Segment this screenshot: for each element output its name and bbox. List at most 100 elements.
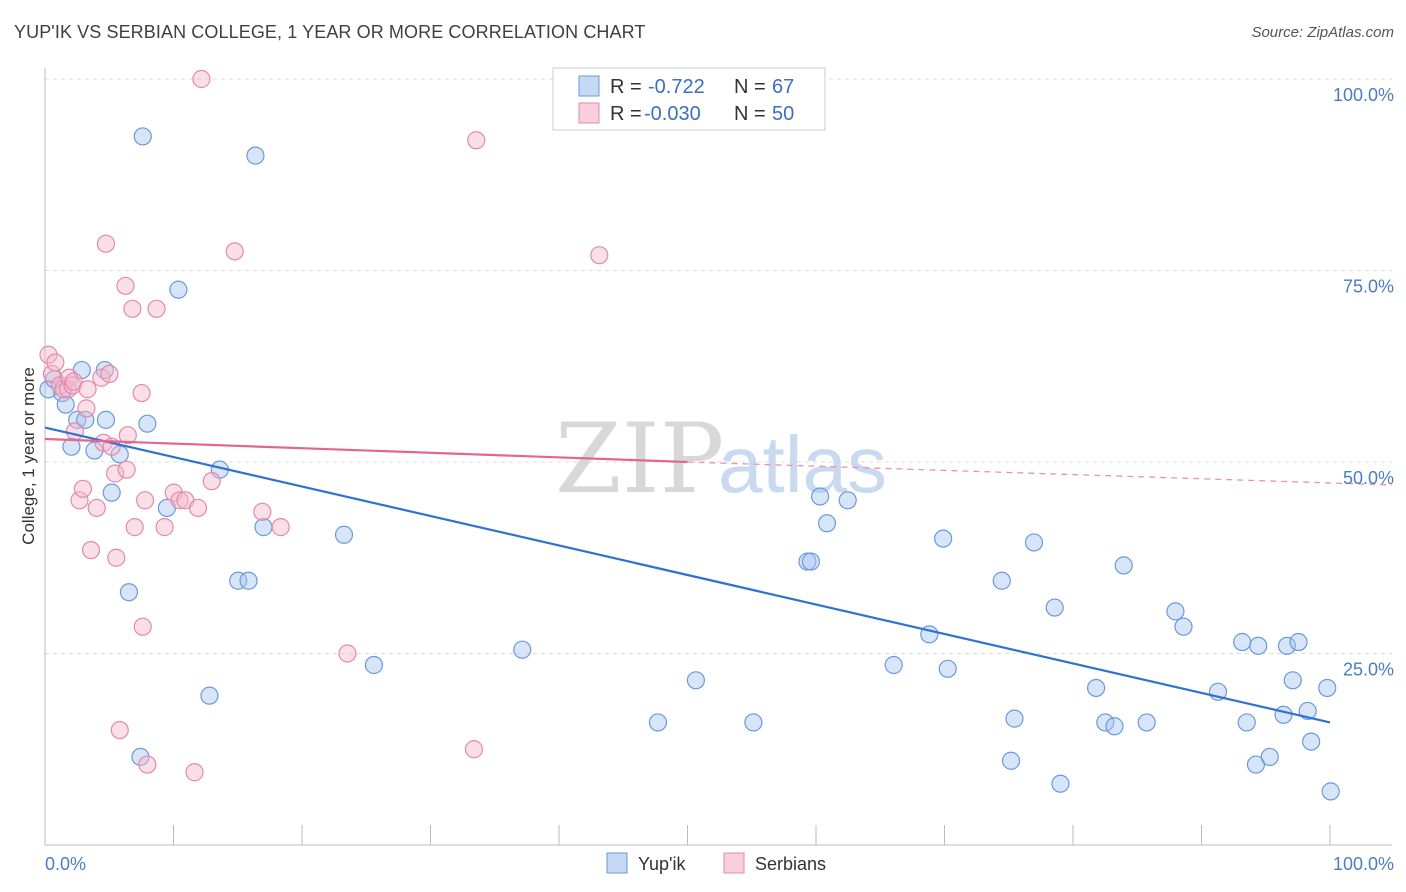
yupik-point (334, 525, 354, 544)
yupik-point (1105, 717, 1124, 736)
serbians-point (87, 498, 106, 518)
yupik-point (744, 713, 763, 732)
serbians-point (64, 372, 83, 391)
bottom-legend: Yup'ik Serbians (606, 852, 826, 874)
yupik-point (1283, 671, 1302, 690)
chart-source: Source: ZipAtlas.com (1251, 24, 1394, 41)
x-tick-marks (173, 825, 1331, 845)
yupik-point (1289, 632, 1308, 652)
serbians-point (590, 246, 609, 265)
yupik-point (934, 529, 953, 548)
serbians-point (155, 518, 174, 537)
serbians-point (39, 345, 58, 364)
yupik-point (62, 437, 81, 456)
serbians-point (253, 502, 272, 521)
bottom-legend-swatch-yupik (606, 852, 628, 874)
yupik-point (229, 571, 248, 590)
x-tick-label-max: 100.0% (1333, 854, 1394, 874)
serbians-point (106, 464, 125, 483)
yupik-point (938, 659, 957, 678)
watermark-atlas: atlas (718, 420, 887, 509)
serbians-point (81, 540, 101, 560)
yupik-point (96, 410, 116, 429)
yupik-point (1051, 774, 1070, 793)
chart-title: YUP'IK VS SERBIAN COLLEGE, 1 YEAR OR MOR… (14, 22, 646, 42)
yupik-point (131, 747, 150, 767)
yupik-point (239, 571, 258, 590)
yupik-point (56, 395, 75, 414)
x-tick-label-min: 0.0% (45, 854, 86, 874)
yupik-point (686, 671, 706, 690)
y-tick-label: 75.0% (1343, 277, 1394, 297)
serbians-point (133, 617, 152, 636)
serbians-point (54, 380, 73, 399)
yupik-point (1137, 713, 1156, 732)
serbians-point (467, 131, 486, 150)
series-serbians (39, 69, 609, 782)
trendline-serbians (44, 437, 688, 464)
yupik-point (102, 483, 121, 502)
yupik-point (1321, 782, 1340, 801)
yupik-point (1166, 602, 1185, 621)
legend-r-value-0: -0.722 (648, 76, 705, 98)
yupik-point (817, 514, 837, 533)
serbians-point (135, 491, 155, 510)
legend-n-label-1: N = (734, 103, 766, 125)
yupik-point (1249, 636, 1268, 655)
serbians-point (118, 426, 137, 445)
serbians-point (116, 276, 135, 295)
serbians-point (185, 763, 204, 782)
yupik-point (1246, 755, 1266, 774)
serbians-point (100, 364, 119, 384)
legend-n-value-1: 50 (772, 103, 794, 125)
gridlines (45, 78, 1392, 654)
legend-r-value-1: -0.030 (644, 103, 701, 125)
legend-swatch-yupik (578, 75, 600, 97)
trendlines (44, 426, 1393, 724)
yupik-point (39, 380, 58, 399)
y-tick-label: 25.0% (1343, 660, 1394, 680)
yupik-point (1277, 636, 1297, 655)
serbians-point (46, 353, 65, 372)
serbians-point (125, 518, 144, 537)
serbians-point (202, 472, 221, 491)
yupik-point (200, 686, 219, 705)
yupik-point (85, 441, 104, 460)
yupik-point (119, 583, 139, 602)
legend-r-label-0: R = (610, 76, 642, 98)
yupik-point (1260, 747, 1279, 767)
serbians-point (77, 399, 96, 418)
yupik-point (1086, 678, 1106, 698)
serbians-point (78, 380, 97, 399)
serbians-point (338, 644, 357, 663)
yupik-point (1318, 678, 1337, 698)
serbians-point (70, 491, 89, 510)
trendline-serbians-extension (687, 461, 1393, 486)
serbians-point (192, 69, 211, 89)
legend-n-value-0: 67 (772, 76, 794, 98)
serbians-point (107, 548, 126, 567)
y-axis-title: College, 1 year or more (19, 367, 38, 545)
yupik-point (138, 414, 157, 433)
legend-n-label-0: N = (734, 76, 766, 98)
series-yupik (39, 127, 1340, 801)
yupik-point (884, 655, 903, 675)
yupik-point (810, 487, 830, 506)
y-tick-labels: 25.0% 50.0% 75.0% 100.0% (1333, 85, 1394, 680)
bottom-legend-swatch-serbians (723, 852, 745, 874)
yupik-point (1114, 556, 1133, 575)
correlation-legend: R = -0.722 N = 67 R = -0.030 N = 50 (552, 67, 826, 131)
serbians-point (132, 383, 151, 403)
serbians-point (271, 518, 290, 537)
trendline-yupik (44, 426, 1331, 724)
serbians-point (147, 299, 166, 318)
yupik-point (133, 127, 152, 146)
serbians-point (73, 479, 93, 498)
yupik-point (1298, 701, 1317, 721)
yupik-point (1024, 533, 1044, 552)
serbians-point (225, 242, 244, 261)
serbians-point (138, 755, 157, 774)
legend-r-label-1: R = (610, 103, 642, 125)
yupik-point (1005, 709, 1024, 728)
